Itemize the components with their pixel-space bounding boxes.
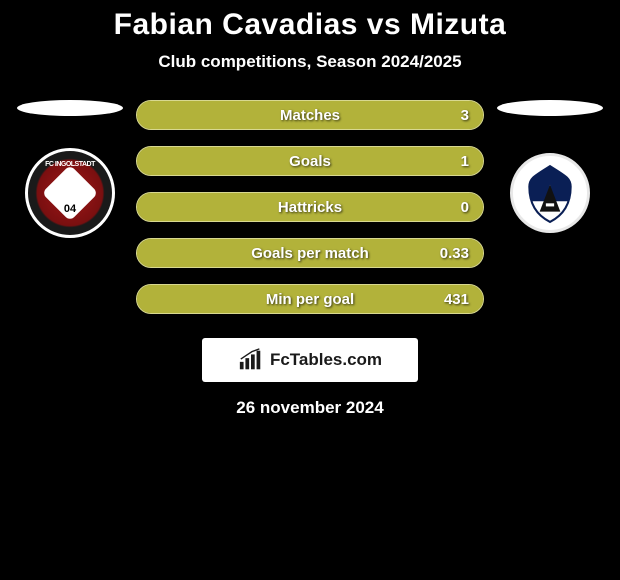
stat-bar-goals-per-match: Goals per match 0.33 [136,238,484,268]
club-crest-icon [519,162,581,224]
stat-value: 431 [444,291,469,308]
main-row: FC INGOLSTADT Matches 3 Goals 1 Hattrick… [10,100,610,314]
right-player-col [490,100,610,233]
stat-value: 1 [461,153,469,170]
stat-label: Hattricks [278,199,342,216]
footer-brand[interactable]: FcTables.com [202,338,418,382]
page-title: Fabian Cavadias vs Mizuta [10,8,610,42]
left-player-name-pill [17,100,123,116]
right-club-badge [510,153,590,233]
stat-label: Matches [280,107,340,124]
right-player-name-pill [497,100,603,116]
bar-chart-icon [238,348,264,372]
left-club-label: FC INGOLSTADT [35,161,105,168]
left-club-badge: FC INGOLSTADT [25,148,115,238]
stat-bar-matches: Matches 3 [136,100,484,130]
stat-value: 0 [461,199,469,216]
subtitle: Club competitions, Season 2024/2025 [10,52,610,72]
stat-label: Goals per match [251,245,369,262]
footer-brand-text: FcTables.com [270,350,382,370]
stat-value: 0.33 [440,245,469,262]
stats-column: Matches 3 Goals 1 Hattricks 0 Goals per … [130,100,490,314]
comparison-card: Fabian Cavadias vs Mizuta Club competiti… [0,0,620,426]
stat-bar-hattricks: Hattricks 0 [136,192,484,222]
stat-bar-goals: Goals 1 [136,146,484,176]
stat-label: Min per goal [266,291,354,308]
left-player-col: FC INGOLSTADT [10,100,130,238]
stat-bar-min-per-goal: Min per goal 431 [136,284,484,314]
stat-value: 3 [461,107,469,124]
stat-label: Goals [289,153,331,170]
footer-date: 26 november 2024 [10,398,610,418]
